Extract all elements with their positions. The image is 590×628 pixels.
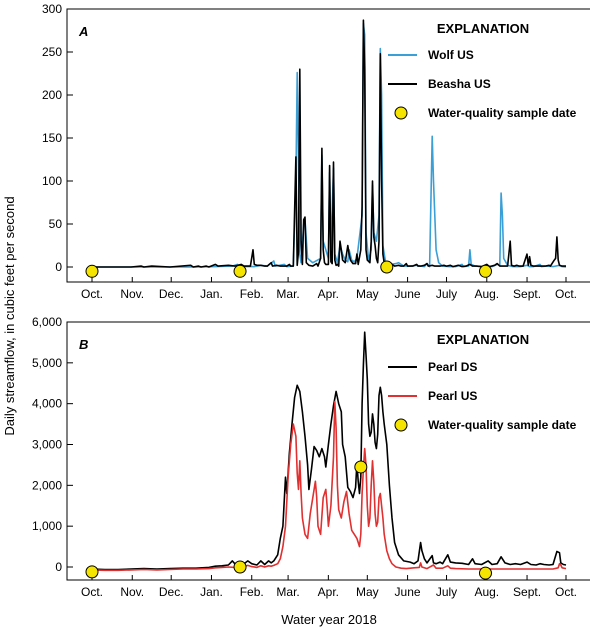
panel-a-letter: A: [78, 24, 88, 39]
legend-marker-sample-date-b: [394, 418, 408, 432]
y-tick-label-a: 300: [42, 2, 62, 16]
x-tick-label-a: Oct.: [555, 287, 577, 301]
x-tick-label-b: Aug.: [474, 585, 499, 599]
y-tick-label-a: 0: [55, 260, 62, 274]
sample-date-marker-b: [478, 566, 492, 580]
panel-a-plot-frame: [66, 8, 590, 283]
panel-a-legend-title: EXPLANATION: [437, 21, 529, 36]
y-tick-label-a: 200: [42, 88, 62, 102]
panel-a-y-ticks: 0 50 100 150 200 250 300: [42, 2, 73, 274]
sample-date-marker-a: [380, 260, 394, 274]
x-tick-label-b: June: [395, 585, 421, 599]
panel-a-x-ticks: Oct. Nov. Dec. Jan. Feb. Mar. Apr. May June July A…: [81, 277, 577, 301]
sample-date-marker-a: [233, 264, 247, 278]
series-line-beasha-us: [92, 19, 566, 268]
sample-date-marker-a: [85, 264, 99, 278]
panel-b-x-ticks: Oct. Nov. Dec. Jan. Feb. Mar. Apr. May June July A…: [81, 575, 577, 599]
series-line-pearl-ds: [91, 331, 567, 571]
x-tick-label-b: Feb.: [240, 585, 264, 599]
panel-b-series: [91, 331, 567, 572]
y-tick-label-b: 4,000: [32, 397, 62, 411]
x-tick-label-b: Nov.: [120, 585, 144, 599]
y-tick-label-a: 100: [42, 174, 62, 188]
panel-a-sample-markers: [85, 260, 492, 278]
panel-a-legend: EXPLANATION Wolf US Beasha US Water-qual…: [388, 21, 577, 120]
sample-date-marker-b: [233, 560, 247, 574]
y-tick-label-b: 1,000: [32, 519, 62, 533]
x-tick-label-a: June: [395, 287, 421, 301]
x-tick-label-a: Feb.: [240, 287, 264, 301]
x-tick-label-a: Apr.: [318, 287, 339, 301]
x-tick-label-b: Oct.: [81, 585, 103, 599]
legend-label-beasha-us: Beasha US: [428, 77, 491, 91]
y-tick-label-a: 250: [42, 45, 62, 59]
panel-b-legend-title: EXPLANATION: [437, 332, 529, 347]
legend-label-pearl-us: Pearl US: [428, 389, 477, 403]
y-tick-label-b: 3,000: [32, 438, 62, 452]
panel-a-series: [92, 19, 567, 268]
x-tick-label-b: Sept.: [513, 585, 541, 599]
x-tick-label-a: July: [436, 287, 457, 301]
x-tick-label-a: Mar.: [276, 287, 299, 301]
panel-b-plot-frame: [66, 321, 590, 581]
x-tick-label-b: Jan.: [200, 585, 223, 599]
legend-label-pearl-ds: Pearl DS: [428, 360, 477, 374]
x-tick-label-a: May: [356, 287, 379, 301]
x-tick-label-a: Nov.: [120, 287, 144, 301]
panel-b-legend: EXPLANATION Pearl DS Pearl US Water-qual…: [388, 332, 577, 432]
x-tick-label-b: Oct.: [555, 585, 577, 599]
x-tick-label-b: Dec.: [159, 585, 184, 599]
legend-label-wolf-us: Wolf US: [428, 48, 474, 62]
y-tick-label-b: 6,000: [32, 315, 62, 329]
panel-b: B 0 1,000 2,000 3,000 4,000 5,000 6,000 Oct. No…: [32, 315, 590, 599]
y-tick-label-b: 2,000: [32, 478, 62, 492]
sample-date-marker-b: [85, 565, 99, 579]
legend-label-sample-date-b: Water-quality sample date: [428, 418, 577, 432]
sample-date-marker-a: [478, 264, 492, 278]
x-tick-label-b: Apr.: [318, 585, 339, 599]
x-tick-label-b: Mar.: [276, 585, 299, 599]
x-tick-label-a: Aug.: [474, 287, 499, 301]
x-tick-label-a: Jan.: [200, 287, 223, 301]
series-line-pearl-us: [91, 400, 567, 572]
y-tick-label-b: 5,000: [32, 356, 62, 370]
y-tick-label-b: 0: [55, 560, 62, 574]
panel-a: A 0 50 100 150 200 250 300 Oct. Nov. Dec. Jan. Feb…: [42, 2, 590, 301]
panel-b-sample-markers: [85, 460, 492, 580]
x-tick-label-b: July: [436, 585, 457, 599]
y-tick-label-a: 50: [49, 217, 63, 231]
legend-label-sample-date-a: Water-quality sample date: [428, 106, 577, 120]
panel-b-y-ticks: 0 1,000 2,000 3,000 4,000 5,000 6,000: [32, 315, 73, 574]
legend-marker-sample-date-a: [394, 106, 408, 120]
sample-date-marker-b: [354, 460, 368, 474]
y-axis-label: Daily streamflow, in cubic feet per seco…: [2, 196, 17, 435]
panel-b-letter: B: [79, 337, 88, 352]
x-tick-label-b: May: [356, 585, 379, 599]
x-tick-label-a: Dec.: [159, 287, 184, 301]
x-tick-label-a: Sept.: [513, 287, 541, 301]
x-tick-label-a: Oct.: [81, 287, 103, 301]
y-tick-label-a: 150: [42, 131, 62, 145]
x-axis-label: Water year 2018: [281, 612, 377, 627]
